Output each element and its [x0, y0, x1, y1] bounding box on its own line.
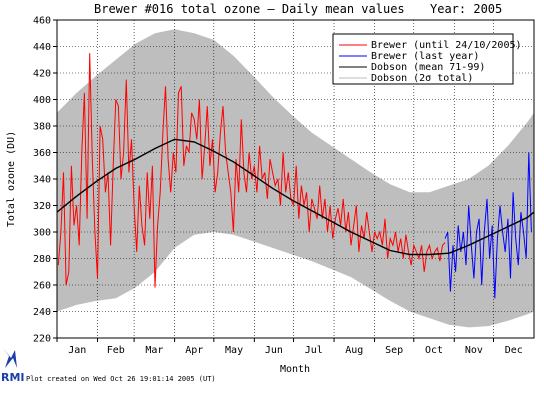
y-axis-ticks: 220 240 260 280 300 320 340 360 380 400 420 440 460: [33, 16, 57, 345]
plot-created-note: Plot created on Wed Oct 26 19:01:14 2005…: [26, 375, 216, 383]
rmi-logo-text: RMI: [1, 371, 25, 384]
brewer-last-year-line: [444, 152, 532, 299]
y-tick-label-320: 320: [33, 201, 51, 212]
legend-label-brewer: Brewer (until 24/10/2005): [371, 40, 522, 51]
y-tick-label-460: 460: [33, 16, 51, 27]
legend-label-dobson-mean: Dobson (mean 71-99): [371, 62, 485, 73]
x-axis-ticks: Jan Feb Mar Apr May Jun Jul Aug Sep Oct Nov Dec: [56, 338, 523, 356]
grid-layer: [57, 20, 534, 338]
y-tick-label-360: 360: [33, 148, 51, 159]
y-tick-label-420: 420: [33, 69, 51, 80]
chart-year: Year: 2005: [430, 2, 502, 16]
legend-label-dobson-sigma: Dobson (2σ total): [371, 73, 473, 84]
y-tick-label-260: 260: [33, 281, 51, 292]
y-tick-label-280: 280: [33, 254, 51, 265]
x-tick-label-sep: Sep: [385, 345, 403, 356]
x-tick-label-feb: Feb: [107, 345, 125, 356]
rmi-logo: RMI: [1, 348, 25, 384]
x-tick-label-apr: Apr: [185, 345, 203, 356]
legend-label-last-year: Brewer (last year): [371, 51, 479, 62]
y-tick-label-400: 400: [33, 95, 51, 106]
legend: Brewer (until 24/10/2005) Brewer (last y…: [332, 33, 522, 85]
dobson-mean-line: [57, 138, 534, 256]
y-tick-label-380: 380: [33, 122, 51, 133]
x-tick-label-jan: Jan: [68, 345, 86, 356]
x-tick-label-nov: Nov: [465, 345, 483, 356]
x-tick-label-oct: Oct: [425, 345, 443, 356]
x-tick-label-may: May: [225, 345, 243, 356]
y-tick-label-300: 300: [33, 228, 51, 239]
y-tick-label-240: 240: [33, 307, 51, 318]
legend-box: [332, 33, 514, 85]
x-tick-label-jun: Jun: [265, 345, 283, 356]
x-tick-label-jul: Jul: [305, 345, 323, 356]
y-tick-label-340: 340: [33, 175, 51, 186]
x-tick-label-mar: Mar: [145, 345, 163, 356]
x-tick-label-aug: Aug: [345, 345, 363, 356]
chart-title: Brewer #016 total ozone – Daily mean val…: [94, 2, 405, 16]
y-tick-label-220: 220: [33, 334, 51, 345]
rmi-logo-mark: [3, 348, 17, 368]
x-tick-label-dec: Dec: [505, 345, 523, 356]
x-axis-label: Month: [280, 364, 310, 375]
brewer-series-line: [57, 53, 446, 288]
series-layer: [57, 53, 534, 299]
y-tick-label-440: 440: [33, 42, 51, 53]
y-axis-label: Total ozone (DU): [6, 131, 17, 227]
